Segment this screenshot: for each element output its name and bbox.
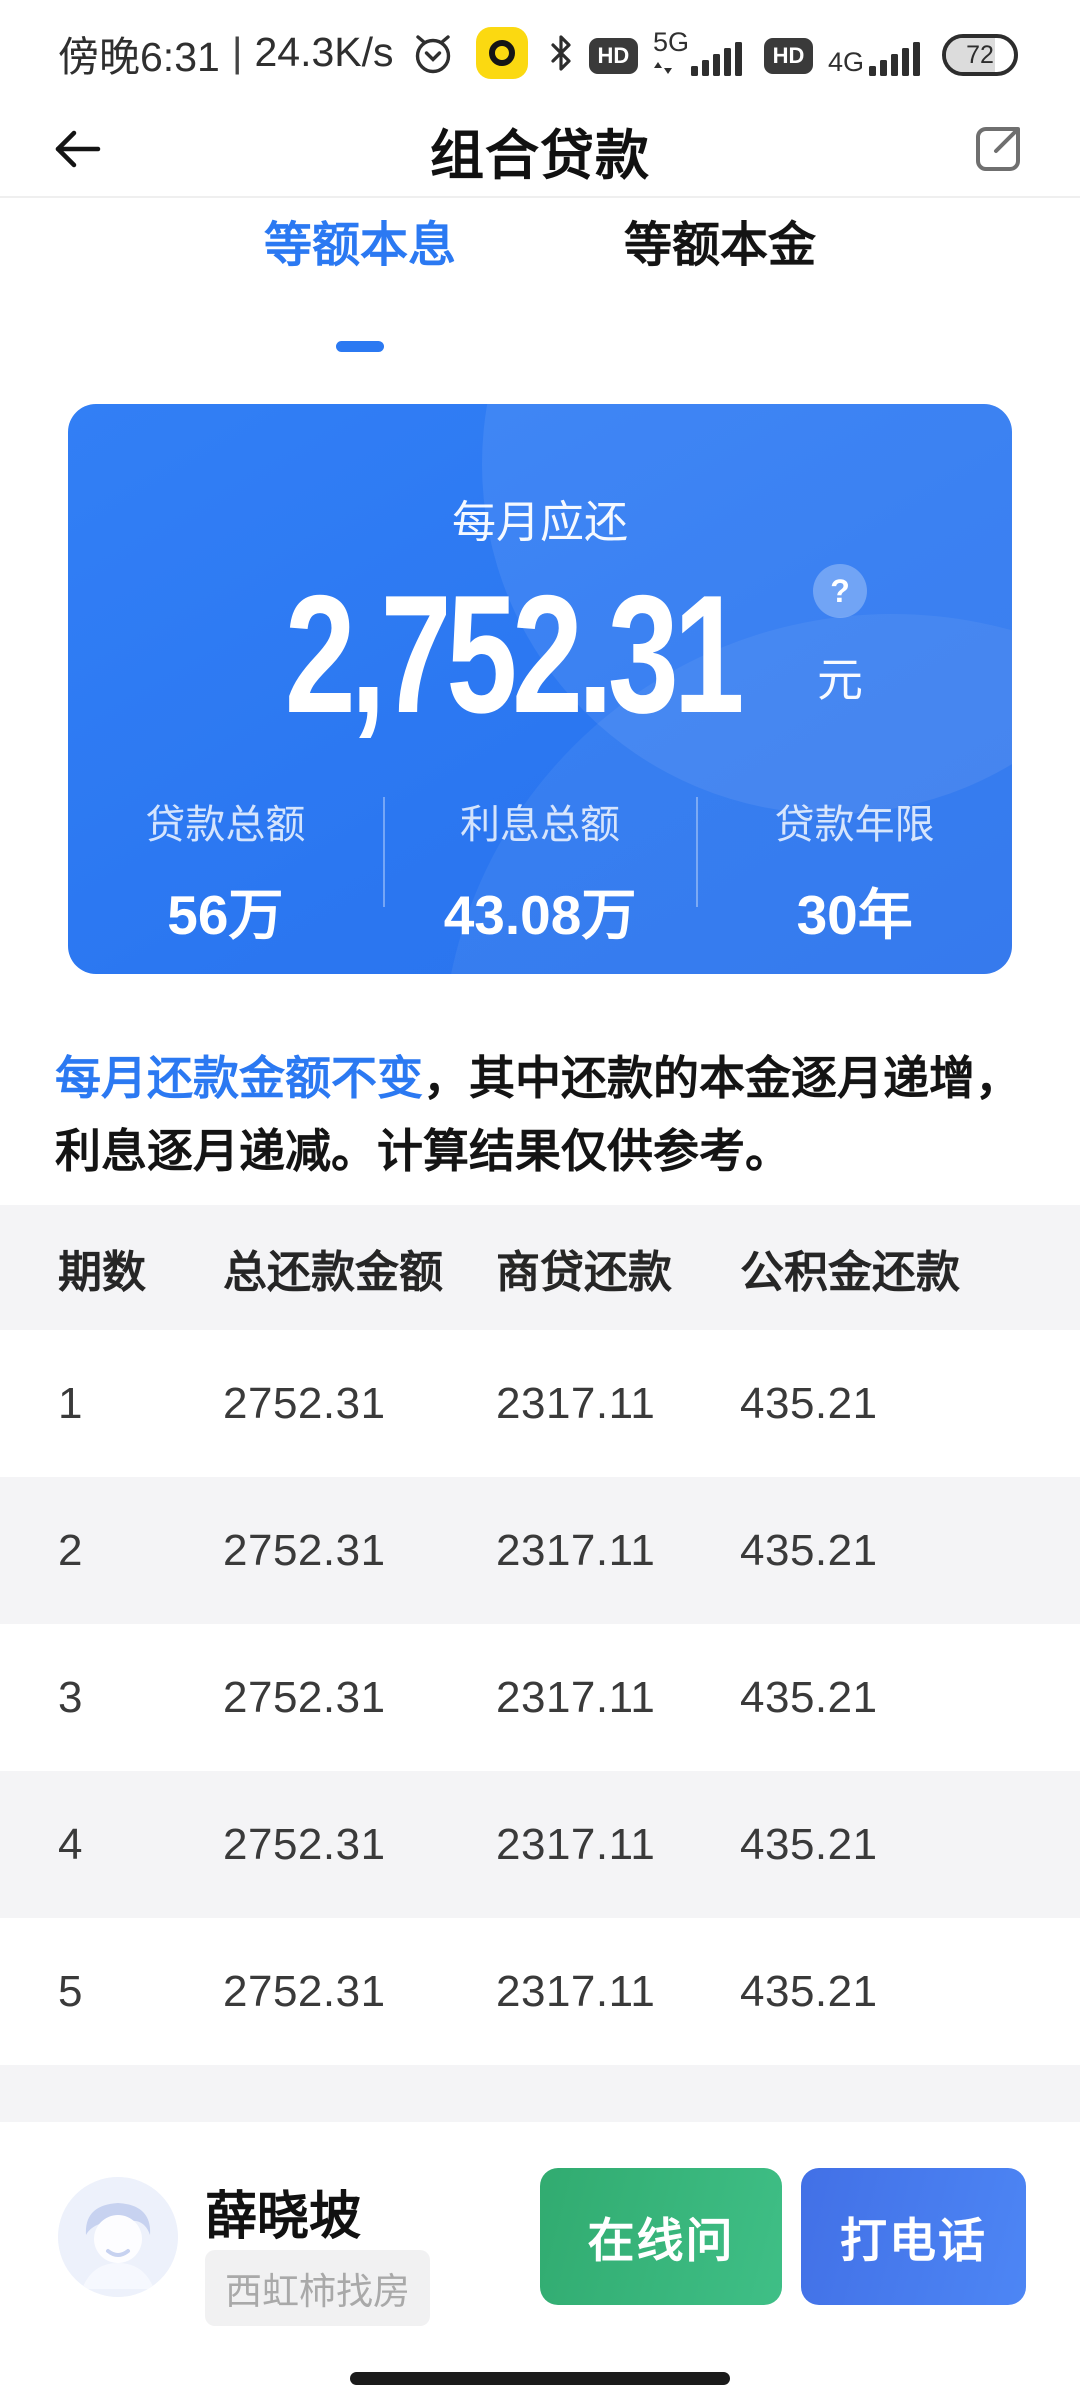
signal-sim1: 5G (653, 29, 749, 76)
repayment-tabs: 等额本息 等额本金 (180, 214, 900, 352)
status-left-cluster: 傍晚6:31 | 24.3K/s (58, 23, 528, 83)
monthly-payment-amount-row: 2,752.31 ? 元 (68, 544, 1012, 766)
online-ask-button[interactable]: 在线问 (540, 2168, 782, 2305)
call-button[interactable]: 打电话 (801, 2168, 1026, 2305)
page-title: 组合贷款 (430, 126, 650, 186)
table-row: 4 2752.31 2317.11 435.21 (0, 1771, 1080, 1918)
status-bar: 傍晚6:31 | 24.3K/s HD 5G (0, 0, 1080, 105)
tab-label: 等额本息 (263, 219, 456, 272)
signal-sim2: 4G (828, 38, 927, 76)
sim2-network-type: 4G (827, 47, 864, 77)
status-divider: | (231, 29, 243, 75)
stat-divider (383, 797, 385, 907)
nav-bar: 组合贷款 (0, 105, 1080, 198)
table-row-partial (0, 2065, 1080, 2122)
volte-hd-icon: HD (588, 38, 638, 74)
signal-bars-icon (690, 42, 742, 76)
home-indicator[interactable] (350, 2372, 730, 2385)
agent-avatar[interactable] (58, 2177, 178, 2297)
share-button[interactable] (968, 119, 1028, 179)
col-header-period: 期数 (58, 1247, 146, 1297)
monthly-payment-card: 每月应还 2,752.31 ? 元 贷款总额 56万 利息总额 43.08万 贷… (68, 404, 1012, 974)
tab-label: 等额本金 (623, 219, 816, 272)
table-row: 5 2752.31 2317.11 435.21 (58, 1966, 878, 2016)
clock-time: 傍晚6:31 (58, 33, 220, 80)
sim1-network-type: 5G (652, 27, 689, 57)
stat-divider (696, 797, 698, 907)
loan-stats-row: 贷款总额 56万 利息总额 43.08万 贷款年限 30年 (68, 792, 1012, 950)
table-row: 2 2752.31 2317.11 435.21 (0, 1477, 1080, 1624)
network-speed: 24.3K/s (254, 29, 394, 75)
repayment-note: 每月还款金额不变，其中还款的本金逐月递增，利息逐月递减。计算结果仅供参考。 (55, 1042, 1030, 1188)
col-header-total: 总还款金额 (223, 1247, 443, 1297)
back-button[interactable] (48, 119, 108, 179)
battery-percent: 72 (966, 40, 994, 69)
help-icon[interactable]: ? (812, 564, 867, 618)
data-arrows-icon (653, 62, 672, 74)
table-row: 1 2752.31 2317.11 435.21 (58, 1378, 878, 1428)
volte-hd-icon-2: HD (763, 38, 813, 74)
stat-interest-total: 利息总额 43.08万 (443, 803, 637, 946)
stat-loan-years: 贷款年限 30年 (774, 803, 935, 946)
monthly-payment-label: 每月应还 (452, 498, 628, 547)
agent-name: 薛晓坡 (205, 2188, 362, 2246)
eye-protection-icon (475, 26, 528, 79)
note-body: ，其中还款的本金逐月递增，利息逐月递减。计算结果仅供参考。 (55, 1052, 1021, 1177)
tab-equal-principal[interactable]: 等额本金 (540, 214, 900, 352)
battery-fill-level (946, 38, 995, 72)
table-header-row: 期数 总还款金额 商贷还款 公积金还款 (0, 1205, 1080, 1330)
alarm-clock-icon (410, 30, 456, 76)
bluetooth-icon (548, 32, 574, 74)
status-right-cluster: HD 5G HD (548, 29, 1018, 76)
table-row: 3 2752.31 2317.11 435.21 (58, 1672, 878, 1722)
agent-contact-bar: 薛晓坡 西虹柿找房 在线问 打电话 (0, 2122, 1080, 2400)
currency-unit: 元 (816, 654, 863, 706)
signal-bars-icon-2 (869, 42, 920, 76)
tab-equal-installment[interactable]: 等额本息 (180, 214, 540, 352)
battery-indicator: 72 (942, 34, 1018, 76)
monthly-payment-amount: 2,752.31 (284, 560, 745, 748)
agent-agency-badge: 西虹柿找房 (205, 2250, 430, 2326)
note-highlight: 每月还款金额不变 (55, 1052, 423, 1104)
col-header-fund: 公积金还款 (740, 1247, 960, 1297)
active-tab-indicator (336, 340, 384, 352)
repayment-schedule-table: 期数 总还款金额 商贷还款 公积金还款 1 2752.31 2317.11 43… (0, 1205, 1080, 2122)
stat-loan-total: 贷款总额 56万 (145, 803, 306, 946)
col-header-commercial: 商贷还款 (496, 1247, 672, 1297)
